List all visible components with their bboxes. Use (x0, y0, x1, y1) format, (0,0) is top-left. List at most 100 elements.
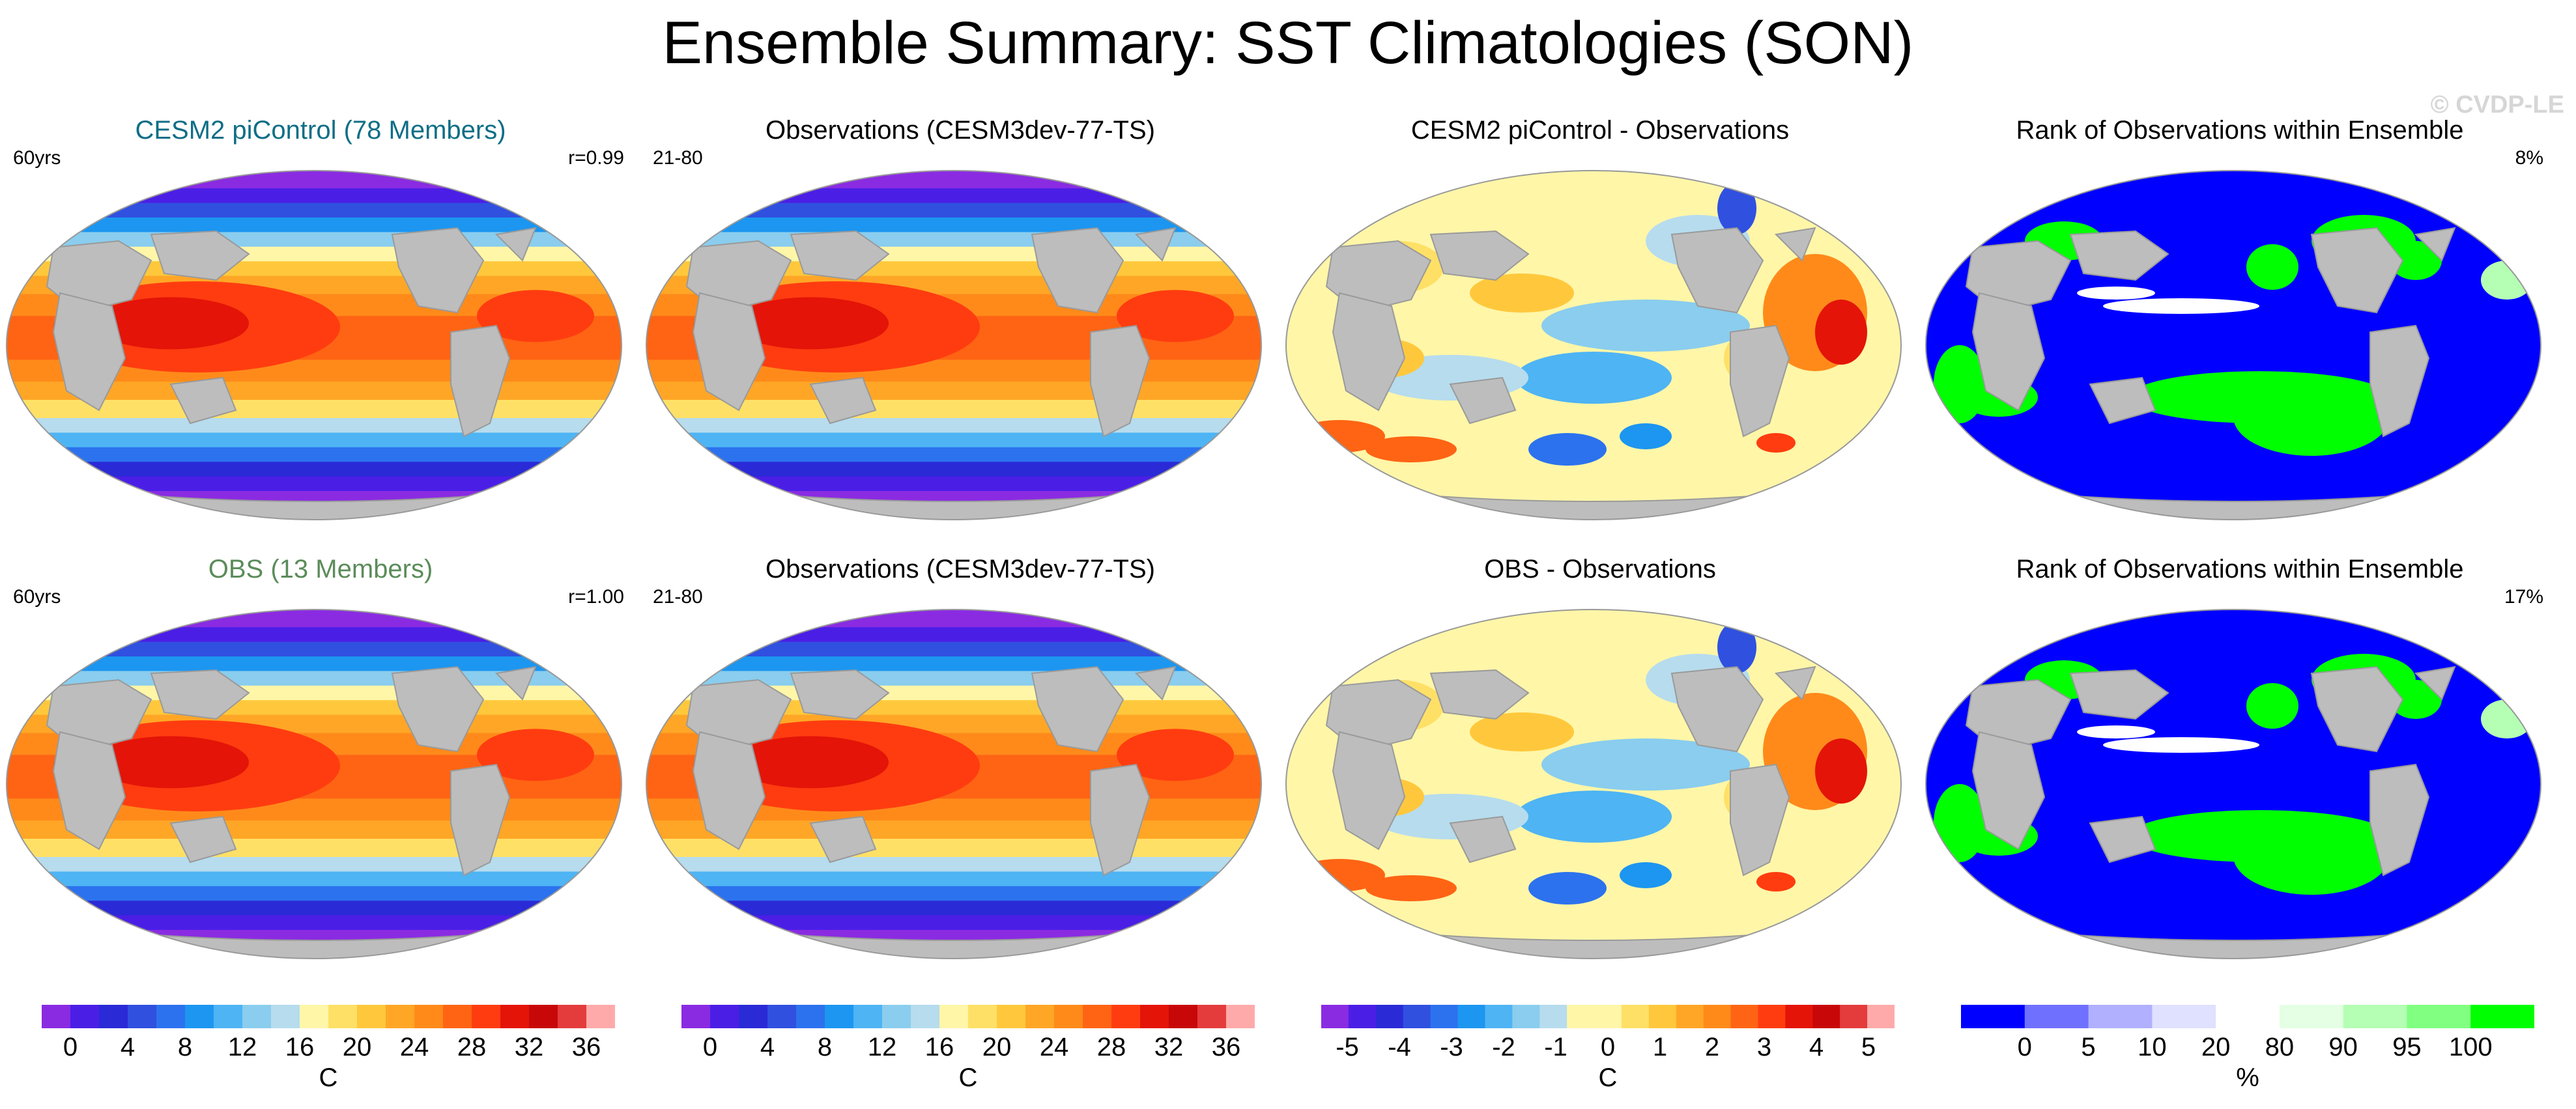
asia-east (150, 230, 250, 281)
eurasia-west (46, 679, 152, 753)
colorbar-tick-label: 32 (1154, 1033, 1184, 1061)
colorbar-swatch (1485, 1005, 1513, 1028)
colorbar-swatch (1375, 1005, 1404, 1028)
north-america (1031, 666, 1124, 753)
colorbar-swatch (681, 1005, 711, 1028)
sst-band (646, 610, 1261, 628)
colorbar-tick-label: 12 (868, 1033, 897, 1061)
warm-pool-core (732, 297, 889, 350)
greenland (494, 227, 537, 262)
australia (1449, 815, 1517, 863)
sst-band (646, 203, 1261, 218)
eurasia-west (1965, 240, 2072, 314)
south-america (1090, 324, 1151, 438)
colorbar-swatch (1539, 1005, 1567, 1028)
colorbar-tick-label: 36 (572, 1033, 601, 1061)
sst-band (7, 610, 622, 628)
colorbar-sst-2: 0 4 8 12 16 20 24 28 32 36 C (681, 1005, 1255, 1102)
colorbar-swatch (767, 1005, 797, 1028)
colorbar-tick-label: 80 (2265, 1033, 2295, 1061)
greenland (2414, 666, 2456, 701)
colorbar-swatch (328, 1005, 358, 1028)
colorbar-tick-label: 20 (343, 1033, 372, 1061)
sst-band (646, 447, 1261, 463)
colorbar-tick-label: 24 (400, 1033, 429, 1061)
sst-band (7, 915, 622, 931)
sst-band (7, 886, 622, 902)
sst-band (646, 839, 1261, 858)
greenland (1134, 666, 1177, 701)
colorbar-swatch (529, 1005, 558, 1028)
sst-band (646, 171, 1261, 190)
rank-region (2103, 298, 2259, 314)
africa (1971, 731, 2046, 850)
sst-band (7, 418, 622, 434)
colorbar-swatch (1025, 1005, 1055, 1028)
panel-title: Observations (CESM3dev-77-TS) (766, 555, 1155, 583)
colorbar-unit: C (958, 1063, 978, 1092)
panel-right-label: 8% (2515, 147, 2543, 169)
eurasia-west (1965, 679, 2072, 753)
colorbar-tick-label: 28 (1097, 1033, 1126, 1061)
diff-anomaly (1515, 352, 1672, 404)
map-field (1286, 171, 1901, 520)
sst-band (646, 476, 1261, 492)
credit-watermark: © CVDP-LE (2430, 91, 2564, 119)
sst-band (7, 218, 622, 233)
africa (692, 292, 766, 412)
colorbar-unit: C (319, 1063, 338, 1092)
map-field (646, 171, 1261, 520)
panel-5: OBS (13 Members) 60yrs r=1.00 (1, 555, 640, 959)
eurasia-west (1325, 679, 1432, 753)
colorbar-tick-label: 16 (925, 1033, 954, 1061)
colorbar-swatch (2470, 1005, 2534, 1028)
colorbar-swatch (825, 1005, 854, 1028)
colorbar-rank: 0 5 10 20 80 90 95 100% (1961, 1005, 2534, 1102)
greenland (1134, 227, 1177, 262)
rank-region (2077, 725, 2155, 738)
asia-east (2069, 669, 2169, 720)
colorbar-swatch (1111, 1005, 1141, 1028)
colorbar-tick-label: 95 (2392, 1033, 2422, 1061)
colorbar-swatch (1758, 1005, 1786, 1028)
sst-band (7, 871, 622, 887)
sst-band (646, 641, 1261, 657)
sst-band (7, 656, 622, 672)
diff-anomaly (1470, 712, 1574, 751)
diff-anomaly (1528, 433, 1607, 466)
world-map (646, 170, 1262, 520)
panel-right-label: 17% (2504, 586, 2543, 608)
colorbar-swatch (586, 1005, 615, 1028)
rank-region (2233, 817, 2390, 895)
north-america (2310, 227, 2404, 314)
colorbar-tick-label: 16 (285, 1033, 315, 1061)
south-america (450, 763, 511, 877)
south-america (1090, 763, 1151, 877)
colorbar-tick-label: 20 (982, 1033, 1012, 1061)
colorbar-swatch (2279, 1005, 2344, 1028)
colorbar-swatch (739, 1005, 768, 1028)
world-map (6, 609, 622, 959)
colorbar-swatch (386, 1005, 415, 1028)
colorbar-swatch (1567, 1005, 1595, 1028)
world-map (1285, 170, 1902, 520)
colorbar-swatch (128, 1005, 157, 1028)
colorbar-swatch (156, 1005, 186, 1028)
colorbar-swatch (2088, 1005, 2153, 1028)
world-map (1925, 609, 2541, 959)
diff-anomaly (1541, 300, 1750, 352)
colorbar-swatch (1083, 1005, 1112, 1028)
panel-title: Rank of Observations within Ensemble (2016, 116, 2464, 145)
colorbar-tick-label: 2 (1705, 1033, 1719, 1061)
colorbar-swatch (1430, 1005, 1459, 1028)
world-map (1925, 170, 2541, 520)
colorbar-tick-label: 4 (1809, 1033, 1824, 1061)
atlantic-warm (1117, 290, 1234, 343)
diff-anomaly (1366, 875, 1457, 901)
panel-title: OBS (13 Members) (208, 555, 433, 583)
map-outline (6, 609, 622, 959)
panel-title: CESM2 piControl (78 Members) (135, 116, 506, 145)
sst-band (7, 188, 622, 204)
south-america (450, 324, 511, 438)
australia (1449, 376, 1517, 425)
